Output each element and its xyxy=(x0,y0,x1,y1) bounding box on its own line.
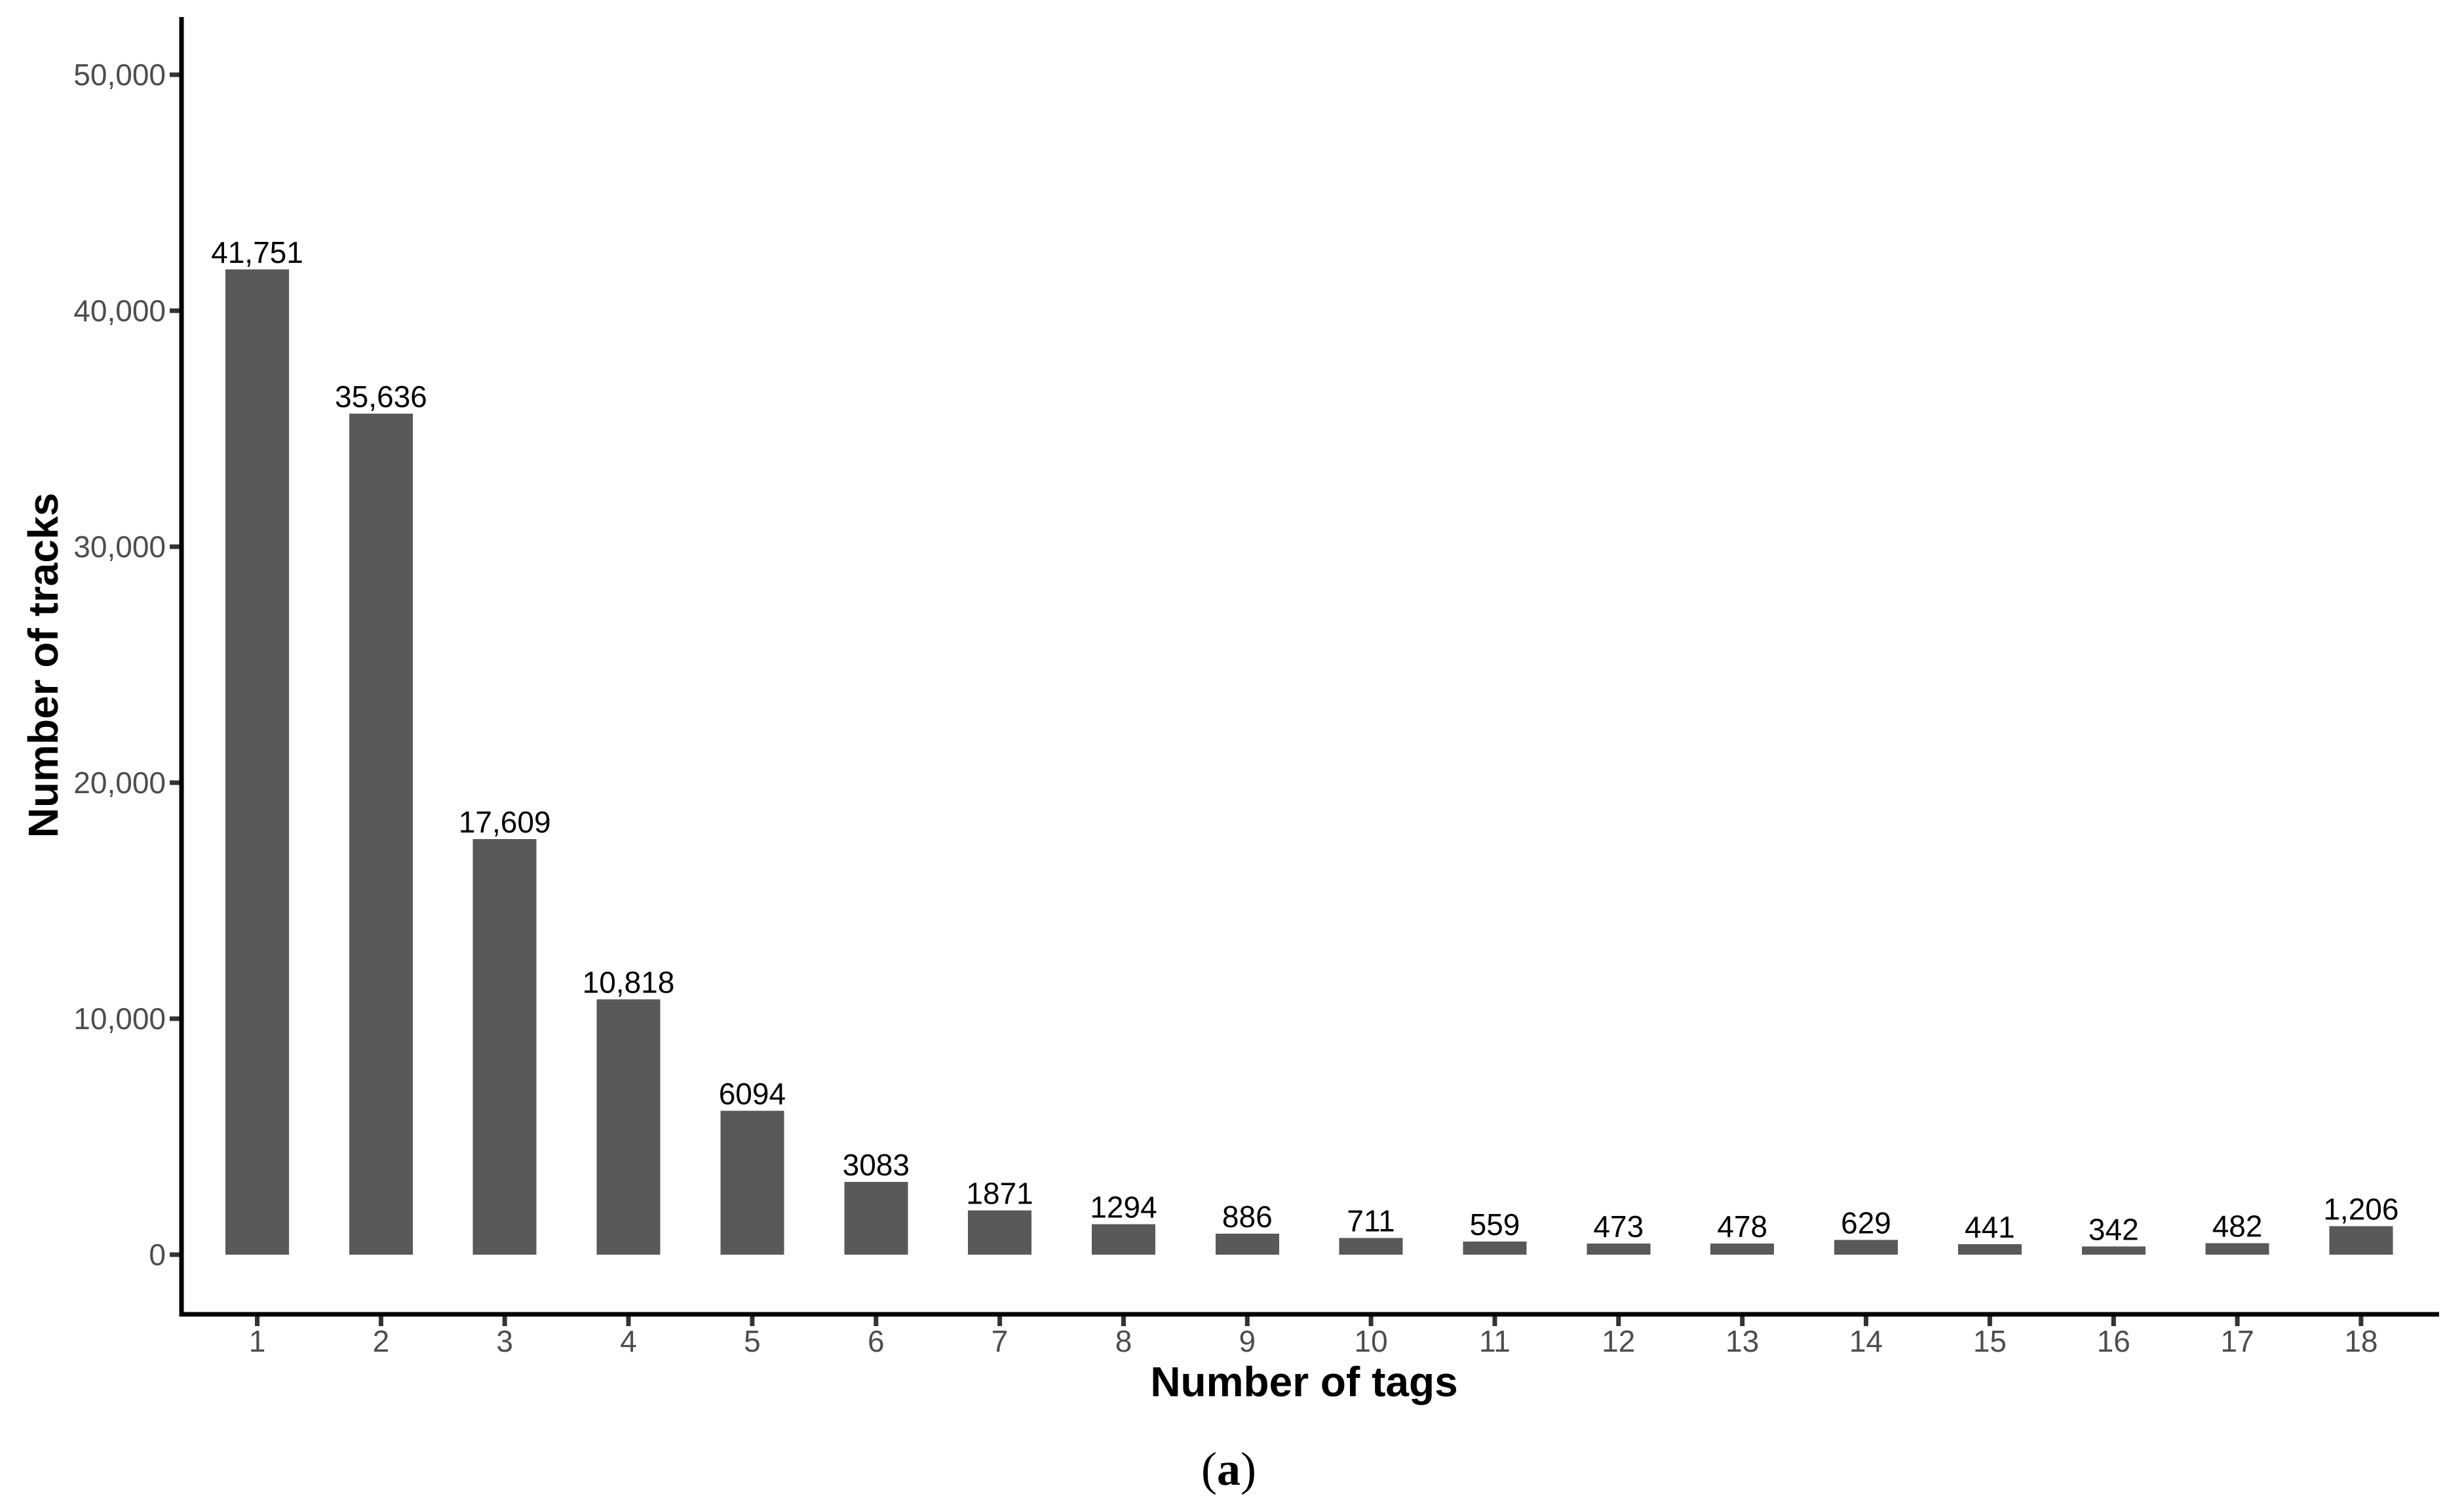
bar-value-label: 441 xyxy=(1965,1210,2015,1244)
bar xyxy=(1587,1244,1651,1255)
bar-value-label: 1871 xyxy=(966,1177,1033,1211)
y-tick-label: 20,000 xyxy=(73,766,166,800)
x-tick-label: 16 xyxy=(2097,1324,2130,1358)
caption-letter: a xyxy=(1217,1443,1241,1495)
y-tick-label: 50,000 xyxy=(73,58,166,92)
bar xyxy=(720,1110,784,1255)
bar xyxy=(1710,1243,1775,1255)
bar xyxy=(844,1182,908,1255)
y-tick-label: 30,000 xyxy=(73,530,166,564)
x-tick-label: 12 xyxy=(1602,1324,1635,1358)
bar-value-label: 6094 xyxy=(719,1077,786,1111)
bar xyxy=(1463,1241,1527,1255)
y-tick-label: 0 xyxy=(149,1238,166,1272)
bar xyxy=(2329,1226,2393,1255)
x-tick-label: 2 xyxy=(373,1324,390,1358)
x-tick-label: 11 xyxy=(1479,1324,1511,1358)
x-tick-label: 4 xyxy=(620,1324,637,1358)
bar-value-label: 886 xyxy=(1222,1200,1273,1234)
y-axis-title: Number of tracks xyxy=(20,493,67,838)
bar xyxy=(1834,1240,1898,1255)
y-tick-label: 40,000 xyxy=(73,294,166,328)
bar xyxy=(1092,1224,1155,1255)
bar-value-label: 1,206 xyxy=(2323,1192,2398,1226)
bar xyxy=(225,269,289,1255)
bar-value-label: 473 xyxy=(1593,1209,1644,1244)
bar xyxy=(1339,1238,1403,1255)
y-tick-label: 10,000 xyxy=(73,1002,166,1036)
bar-value-label: 629 xyxy=(1841,1205,1891,1240)
caption-close-paren: ) xyxy=(1241,1443,1256,1495)
figure-caption: (a) xyxy=(1201,1443,1256,1495)
tick-labels-group: 41,751 1 35,636 2 17,609 3 10,818 4 6094 5 3083 6 18… xyxy=(73,58,2398,1358)
bar xyxy=(1957,1244,2022,1255)
bar xyxy=(349,414,413,1255)
x-axis-title: Number of tags xyxy=(1150,1358,1457,1405)
bar-value-label: 10,818 xyxy=(583,966,675,1000)
caption-open-paren: ( xyxy=(1201,1443,1217,1495)
x-tick-label: 18 xyxy=(2344,1324,2377,1358)
bar-value-label: 35,636 xyxy=(335,380,427,414)
x-tick-label: 5 xyxy=(744,1324,761,1358)
x-tick-label: 14 xyxy=(1849,1324,1883,1358)
bar xyxy=(2081,1246,2146,1255)
x-tick-label: 13 xyxy=(1725,1324,1759,1358)
axes-group xyxy=(170,17,2439,1326)
x-tick-label: 6 xyxy=(868,1324,885,1358)
bars-group xyxy=(225,269,2393,1255)
bar-value-label: 41,751 xyxy=(211,235,303,269)
bar xyxy=(968,1210,1032,1255)
x-tick-label: 15 xyxy=(1973,1324,2007,1358)
x-tick-label: 17 xyxy=(2221,1324,2254,1358)
x-tick-label: 3 xyxy=(496,1324,513,1358)
bar-value-label: 342 xyxy=(2089,1213,2139,1247)
bar-value-label: 559 xyxy=(1470,1207,1520,1242)
x-tick-label: 9 xyxy=(1239,1324,1256,1358)
bar xyxy=(2205,1243,2269,1255)
bar xyxy=(596,999,661,1255)
bar-value-label: 478 xyxy=(1717,1209,1767,1244)
bar-value-label: 482 xyxy=(2212,1209,2263,1244)
x-tick-label: 10 xyxy=(1355,1324,1388,1358)
bar xyxy=(472,839,537,1255)
x-tick-label: 8 xyxy=(1115,1324,1132,1358)
x-tick-label: 7 xyxy=(991,1324,1009,1358)
x-tick-label: 1 xyxy=(249,1324,266,1358)
bar-value-label: 17,609 xyxy=(459,805,551,839)
bar xyxy=(1215,1234,1279,1255)
bar-value-label: 711 xyxy=(1347,1204,1395,1238)
bar-value-label: 1294 xyxy=(1090,1190,1157,1224)
bar-value-label: 3083 xyxy=(843,1148,910,1182)
